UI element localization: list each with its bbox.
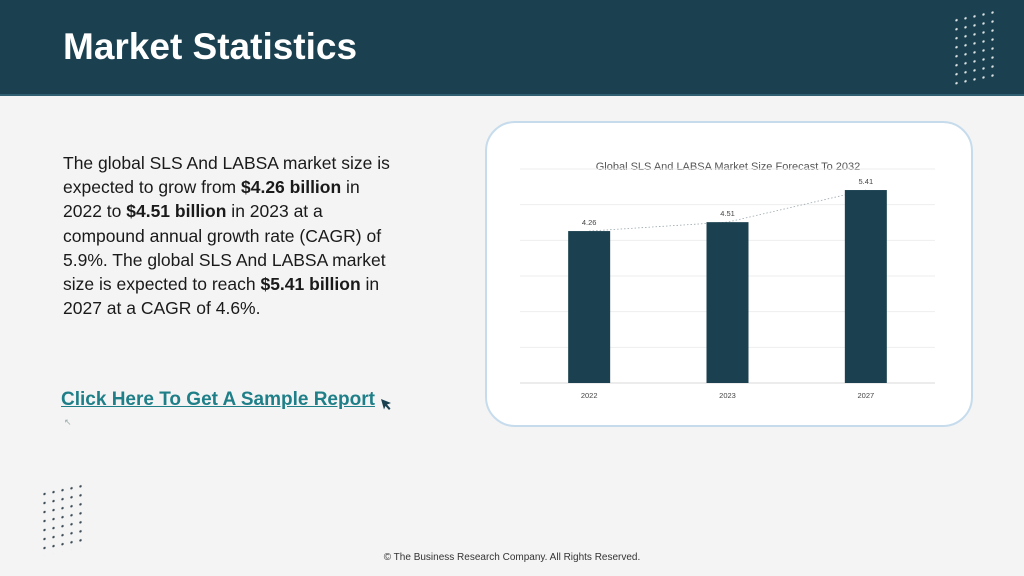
sample-report-link[interactable]: Click Here To Get A Sample Report [61,389,375,410]
arrow-glyph-icon: ↖ [64,417,72,427]
value-2023: $4.51 billion [126,201,227,222]
text-segment: The global SLS And LABSA market size is … [63,153,390,198]
bar-2022 [568,231,611,383]
data-label: 4.26 [582,218,597,227]
data-label: 5.41 [859,177,874,186]
text-segment: in 2027 at a CAGR of 4.6%. [63,274,380,319]
x-tick-label: 2022 [581,391,598,400]
value-2022: $4.26 billion [241,177,342,198]
header-bar: Market Statistics [0,0,1024,96]
text-segment: in 2023 at a compound annual growth rate… [63,201,386,295]
bar-2023 [706,222,749,383]
bar-chart: Global SLS And LABSA Market Size Forecas… [520,161,935,400]
market-statistics-paragraph: The global SLS And LABSA market size is … [63,151,393,320]
page-title: Market Statistics [63,26,358,67]
dot-pattern-decoration [952,7,996,87]
data-label: 4.51 [720,209,735,218]
chart-title: Global SLS And LABSA Market Size Forecas… [596,161,861,173]
x-tick-label: 2023 [719,391,736,400]
copyright-footer: © The Business Research Company. All Rig… [383,552,641,563]
chart-card: Global SLS And LABSA Market Size Forecas… [485,121,973,427]
text-segment: in 2022 to [63,177,360,222]
bar-2027 [844,190,887,383]
cursor-arrow-icon [381,399,391,410]
dot-pattern-decoration [40,481,82,557]
x-tick-label: 2027 [857,391,874,400]
value-2027: $5.41 billion [260,274,361,295]
trend-line [589,189,866,232]
